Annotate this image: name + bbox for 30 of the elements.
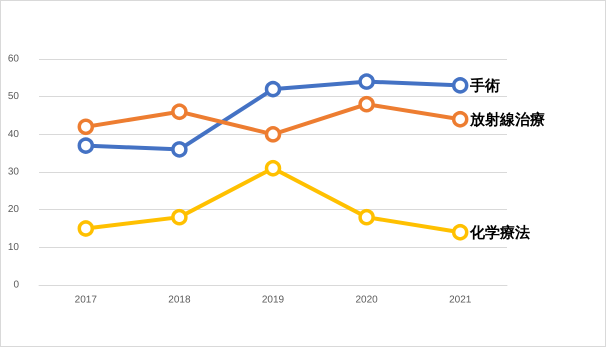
series-label: 手術 bbox=[469, 76, 500, 94]
point bbox=[358, 208, 375, 226]
x-tick-label: 2019 bbox=[262, 294, 285, 306]
point bbox=[264, 80, 282, 98]
x-tick-label: 2018 bbox=[168, 294, 191, 306]
y-tick-label: 10 bbox=[8, 242, 20, 253]
series-label: 化学療法 bbox=[469, 223, 530, 242]
y-tick-label: 50 bbox=[8, 91, 20, 102]
point bbox=[171, 208, 188, 226]
point bbox=[358, 73, 375, 90]
point bbox=[264, 160, 282, 176]
y-tick-label: 60 bbox=[8, 54, 20, 64]
x-tick-label: 2020 bbox=[355, 294, 378, 306]
point bbox=[78, 220, 94, 237]
point bbox=[78, 118, 94, 136]
y-tick-label: 0 bbox=[13, 280, 20, 290]
point bbox=[171, 103, 188, 120]
point bbox=[452, 77, 468, 94]
point bbox=[78, 137, 94, 154]
point bbox=[264, 126, 282, 143]
point bbox=[452, 224, 468, 241]
point bbox=[358, 96, 375, 112]
x-tick-label: 2017 bbox=[74, 294, 98, 306]
x-tick-label: 2021 bbox=[449, 294, 472, 306]
series-label: 放射線治療 bbox=[469, 110, 546, 128]
y-tick-label: 20 bbox=[8, 204, 20, 216]
y-tick-label: 30 bbox=[8, 166, 20, 178]
point bbox=[452, 111, 468, 128]
point bbox=[171, 141, 188, 158]
y-tick-label: 40 bbox=[8, 128, 20, 140]
